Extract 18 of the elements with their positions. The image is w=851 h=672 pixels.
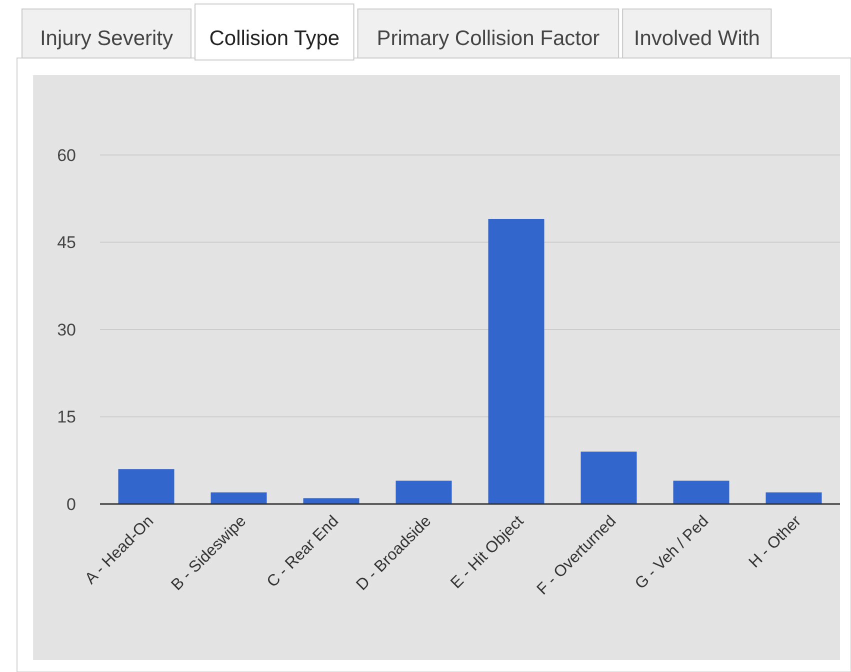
bar xyxy=(303,498,360,504)
x-tick-label: G - Veh / Ped xyxy=(632,512,712,593)
y-tick-label: 45 xyxy=(57,233,76,252)
y-tick-label: 60 xyxy=(57,146,76,165)
y-tick-label: 0 xyxy=(66,494,76,514)
text: Collision Type xyxy=(209,27,340,50)
text: Involved With xyxy=(634,27,760,50)
bar xyxy=(488,218,544,504)
y-tick-label: 15 xyxy=(57,408,76,427)
bar xyxy=(673,480,730,504)
text: Primary Collision Factor xyxy=(376,27,600,50)
text: Injury Severity xyxy=(40,27,174,50)
bar xyxy=(396,480,452,504)
bar xyxy=(210,492,267,504)
y-tick-label: 30 xyxy=(57,320,76,340)
bar xyxy=(766,492,822,504)
bar xyxy=(580,452,637,504)
bar xyxy=(118,469,174,504)
